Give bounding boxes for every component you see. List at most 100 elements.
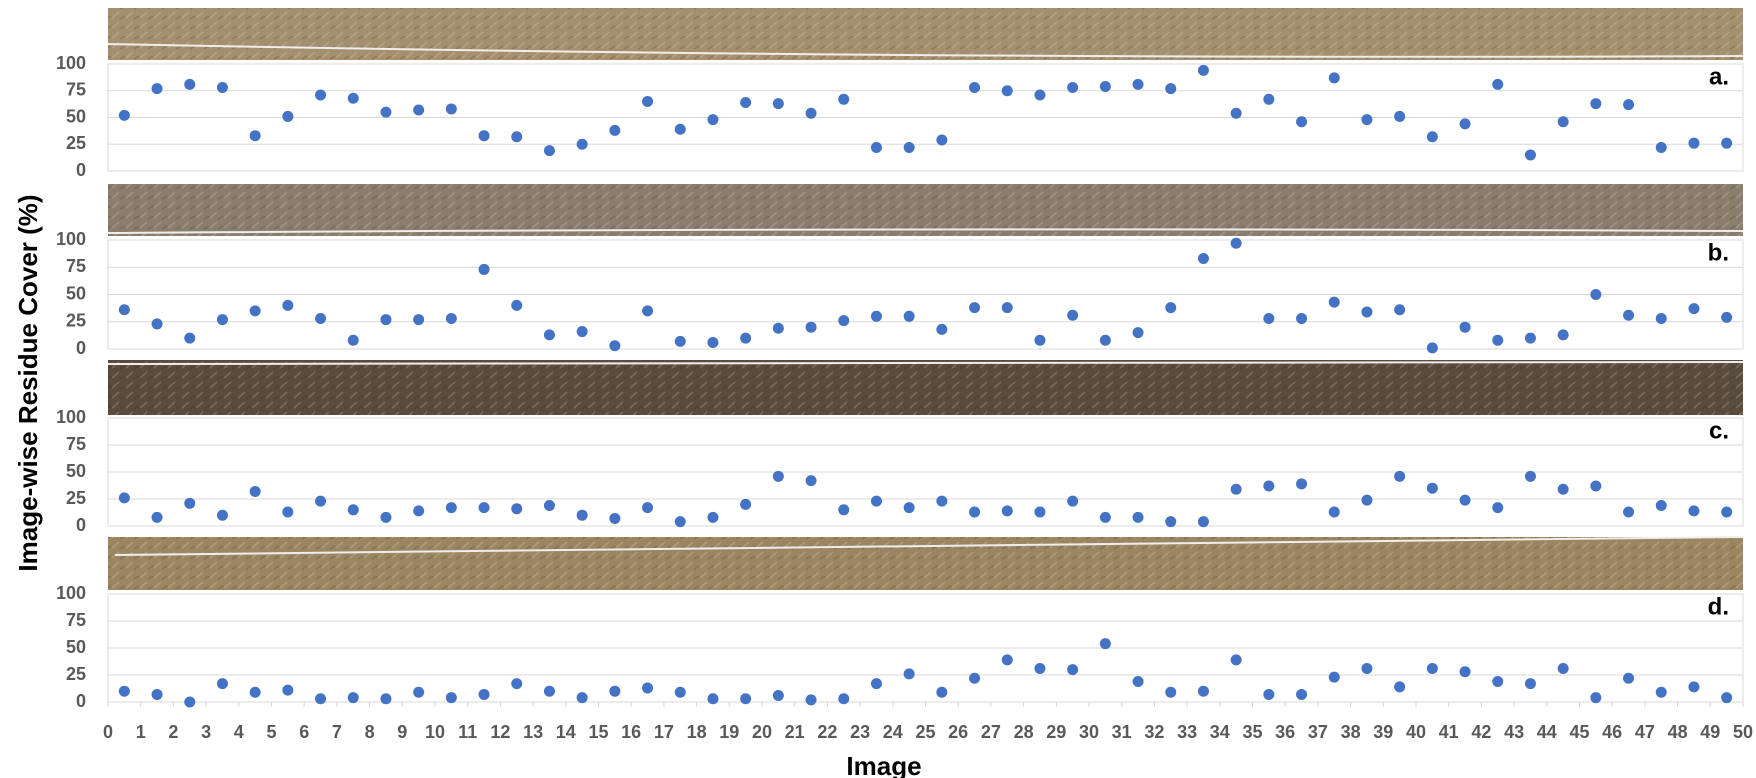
data-point	[805, 694, 817, 706]
panel-label: c.	[1709, 417, 1729, 444]
photo-strip	[107, 184, 1744, 236]
data-point	[674, 686, 686, 698]
data-point	[1132, 78, 1144, 90]
data-point	[1590, 289, 1602, 300]
data-point	[642, 502, 654, 514]
data-point	[805, 475, 817, 487]
data-point	[903, 502, 915, 514]
x-tick-label: 2	[168, 722, 178, 742]
data-point	[1034, 663, 1046, 675]
x-tick-label: 42	[1471, 722, 1491, 742]
data-point	[642, 305, 654, 317]
data-point	[1197, 516, 1209, 528]
x-tick-label: 25	[915, 722, 935, 742]
data-point	[118, 685, 130, 697]
data-point	[1721, 692, 1733, 704]
data-point	[511, 299, 523, 311]
x-tick-label: 5	[266, 722, 276, 742]
data-point	[543, 499, 555, 511]
data-point	[1655, 686, 1667, 698]
data-point	[740, 498, 752, 510]
data-point	[184, 696, 196, 708]
data-point	[1099, 80, 1111, 92]
data-point	[1328, 296, 1340, 308]
x-tick-label: 7	[332, 722, 342, 742]
data-point	[838, 93, 850, 105]
y-tick-label: 75	[66, 80, 86, 100]
data-point	[315, 495, 327, 507]
data-point	[1459, 118, 1471, 130]
data-point	[805, 321, 817, 333]
y-tick-label: 25	[66, 311, 86, 331]
data-point	[1296, 688, 1308, 700]
data-point	[805, 107, 817, 119]
x-tick-label: 38	[1341, 722, 1361, 742]
data-point	[576, 509, 588, 521]
data-point	[511, 131, 523, 143]
data-point	[1655, 141, 1667, 153]
data-point	[903, 141, 915, 153]
x-tick-label: 49	[1700, 722, 1720, 742]
data-point	[184, 78, 196, 90]
data-point	[511, 503, 523, 515]
panel-label: a.	[1709, 63, 1729, 90]
data-point	[1165, 302, 1177, 314]
data-point	[1296, 478, 1308, 490]
x-tick-label: 26	[948, 722, 968, 742]
x-tick-label: 35	[1242, 722, 1262, 742]
y-tick-label: 25	[66, 488, 86, 508]
data-point	[576, 326, 588, 338]
data-point	[1067, 82, 1079, 94]
data-point	[1034, 89, 1046, 101]
data-point	[642, 682, 654, 694]
y-tick-label: 0	[76, 515, 86, 535]
y-tick-label: 25	[66, 133, 86, 153]
data-point	[315, 693, 327, 705]
x-tick-label: 19	[719, 722, 739, 742]
data-point	[1721, 506, 1733, 518]
data-point	[151, 688, 163, 700]
data-point	[1099, 638, 1111, 650]
data-point	[1296, 312, 1308, 324]
data-point	[1230, 107, 1242, 119]
y-tick-label: 100	[56, 229, 86, 249]
data-point	[1132, 511, 1144, 523]
data-point	[1034, 334, 1046, 346]
data-point	[1557, 483, 1569, 495]
data-point	[870, 141, 882, 153]
data-point	[1459, 494, 1471, 506]
data-point	[413, 505, 425, 517]
y-tick-label: 75	[66, 434, 86, 454]
x-tick-label: 24	[883, 722, 903, 742]
data-point	[1688, 681, 1700, 693]
data-point	[1230, 654, 1242, 666]
data-point	[969, 82, 981, 94]
data-point	[478, 688, 490, 700]
data-point	[118, 304, 130, 316]
data-point	[315, 312, 327, 324]
data-point	[903, 310, 915, 322]
data-point	[1623, 99, 1635, 111]
data-point	[1426, 663, 1438, 675]
x-tick-label: 50	[1733, 722, 1753, 742]
x-tick-label: 32	[1144, 722, 1164, 742]
data-point	[543, 145, 555, 157]
data-point	[1361, 306, 1373, 318]
data-point	[1492, 675, 1504, 687]
data-point	[936, 686, 948, 698]
data-point	[282, 684, 294, 696]
x-tick-label: 10	[425, 722, 445, 742]
x-tick-label: 40	[1406, 722, 1426, 742]
data-point	[576, 138, 588, 150]
data-point	[478, 130, 490, 142]
x-tick-label: 0	[103, 722, 113, 742]
data-point	[1001, 302, 1013, 314]
y-tick-label: 100	[56, 53, 86, 73]
data-point	[740, 332, 752, 344]
y-tick-label: 50	[66, 461, 86, 481]
data-point	[1524, 678, 1536, 690]
data-point	[1426, 342, 1438, 354]
x-tick-label: 14	[556, 722, 576, 742]
data-point	[609, 512, 621, 524]
photo-strip	[108, 536, 1744, 590]
